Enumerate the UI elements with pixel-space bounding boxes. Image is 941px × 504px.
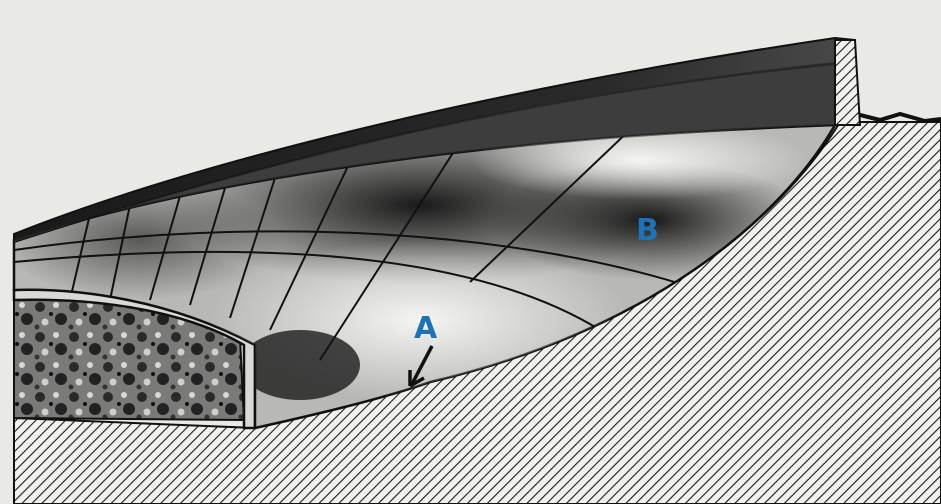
arrow-icon	[408, 345, 434, 388]
rim-underside	[14, 62, 835, 242]
label-a: A	[414, 311, 438, 346]
rim-end-block	[834, 39, 862, 126]
label-b: B	[636, 213, 659, 248]
surface-grid-lines	[14, 125, 701, 361]
